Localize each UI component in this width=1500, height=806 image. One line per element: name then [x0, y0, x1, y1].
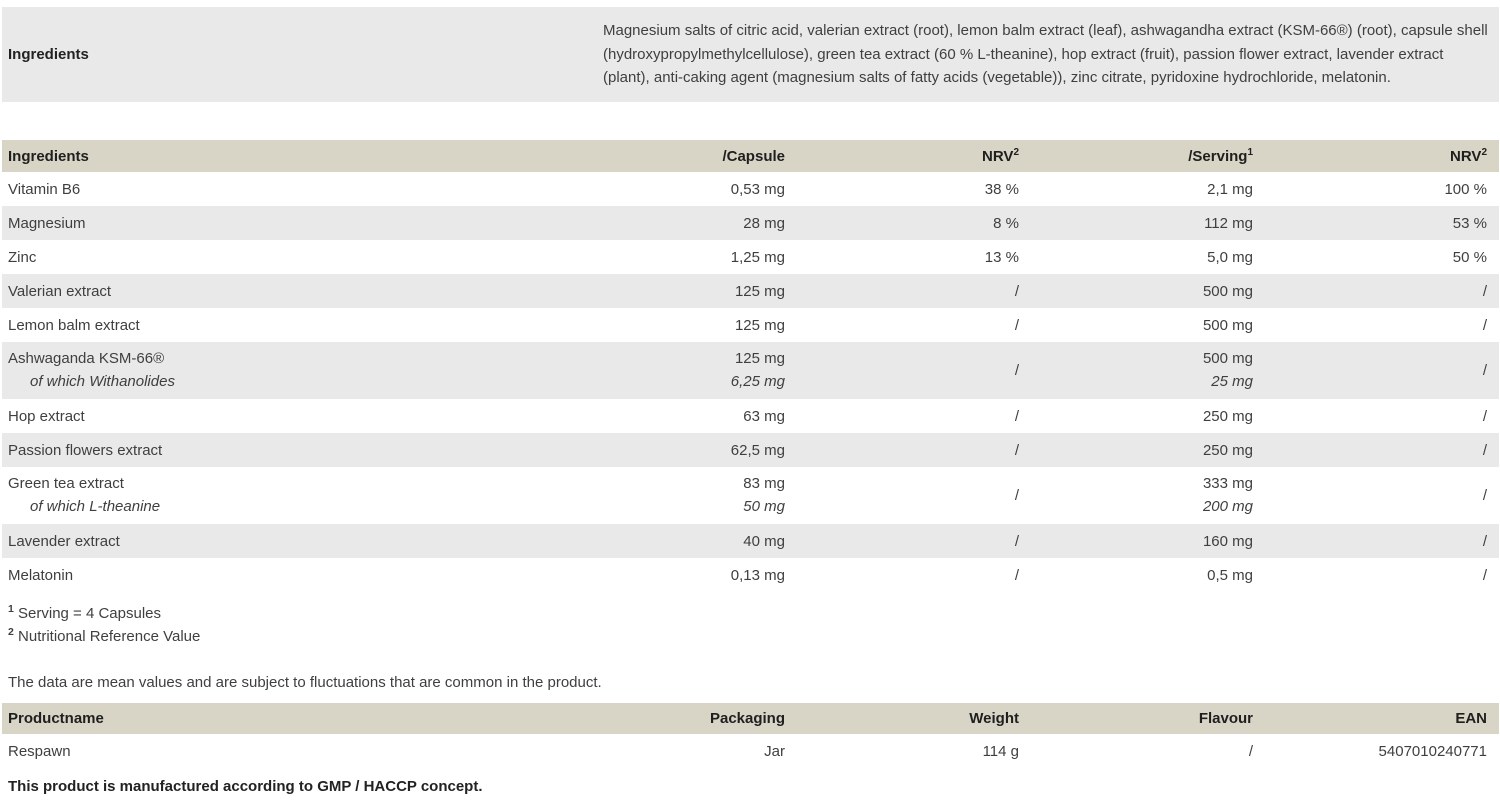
product-name-value: Respawn	[8, 743, 71, 760]
weight-value: 114 g	[982, 743, 1019, 760]
ingredients-summary-block: Ingredients Magnesium salts of citric ac…	[2, 7, 1499, 102]
product-table-row: Respawn Jar 114 g / 5407010240771	[2, 734, 1499, 769]
col-header-ingredients: Ingredients	[8, 147, 89, 165]
packaging-value: Jar	[764, 743, 785, 760]
nutrition-table: Ingredients /Capsule NRV2 /Serving1 NRV2…	[2, 140, 1499, 592]
nutrition-table-body: Vitamin B6 0,53 mg 38 % 2,1 mg 100 % Mag…	[2, 172, 1499, 592]
ingredients-summary-text: Magnesium salts of citric acid, valerian…	[603, 22, 1488, 87]
table-row-lavender-extract: Lavender extract 40 mg / 160 mg /	[2, 524, 1499, 558]
nutrition-table-header: Ingredients /Capsule NRV2 /Serving1 NRV2	[2, 140, 1499, 172]
col-header-nrv-capsule: NRV2	[982, 146, 1019, 165]
col-header-nrv-serving: NRV2	[1450, 146, 1487, 165]
table-row-ashwaganda: Ashwaganda KSM-66® of which Withanolides…	[2, 342, 1499, 399]
product-detail-page: Ingredients Magnesium salts of citric ac…	[2, 7, 1499, 795]
flavour-value: /	[1248, 743, 1253, 760]
col-header-per-serving: /Serving1	[1188, 146, 1253, 165]
col-header-per-capsule: /Capsule	[722, 147, 785, 165]
footnote-nrv: 2 Nutritional Reference Value	[8, 626, 201, 645]
table-row-lemon-balm-extract: Lemon balm extract 125 mg / 500 mg /	[2, 308, 1499, 342]
footnote-serving: 1 Serving = 4 Capsules	[8, 603, 162, 622]
col-header-weight: Weight	[969, 710, 1019, 727]
table-row-valerian-extract: Valerian extract 125 mg / 500 mg /	[2, 274, 1499, 308]
ean-value: 5407010240771	[1378, 743, 1487, 760]
mean-values-disclaimer: The data are mean values and are subject…	[8, 674, 602, 691]
table-row-melatonin: Melatonin 0,13 mg / 0,5 mg /	[2, 558, 1499, 592]
col-header-packaging: Packaging	[709, 710, 785, 727]
table-row-zinc: Zinc 1,25 mg 13 % 5,0 mg 50 %	[2, 240, 1499, 274]
table-row-magnesium: Magnesium 28 mg 8 % 112 mg 53 %	[2, 206, 1499, 240]
product-table-header: Productname Packaging Weight Flavour EAN	[2, 703, 1499, 734]
gmp-haccp-note: This product is manufactured according t…	[8, 778, 483, 795]
table-row-green-tea-extract: Green tea extract of which L-theanine 83…	[2, 467, 1499, 524]
col-header-productname: Productname	[8, 710, 104, 727]
table-row-hop-extract: Hop extract 63 mg / 250 mg /	[2, 399, 1499, 433]
col-header-ean: EAN	[1455, 710, 1487, 727]
col-header-flavour: Flavour	[1198, 710, 1253, 727]
table-footnotes: 1 Serving = 4 Capsules 2 Nutritional Ref…	[2, 602, 1499, 648]
product-table: Productname Packaging Weight Flavour EAN…	[2, 703, 1499, 769]
table-row-vitamin-b6: Vitamin B6 0,53 mg 38 % 2,1 mg 100 %	[2, 172, 1499, 206]
ingredients-summary-label: Ingredients	[8, 46, 89, 63]
table-row-passion-flowers-extract: Passion flowers extract 62,5 mg / 250 mg…	[2, 433, 1499, 467]
